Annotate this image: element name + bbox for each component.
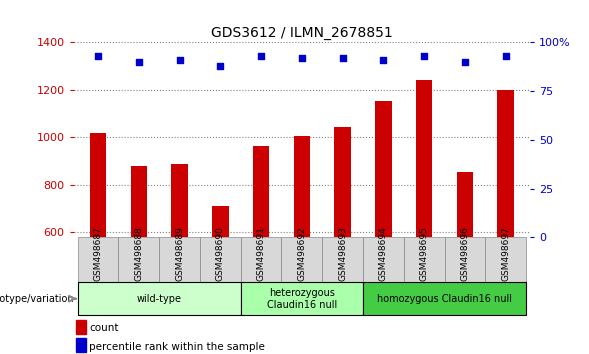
Text: GSM498694: GSM498694 (379, 226, 388, 281)
Bar (75, 338, 86, 353)
Bar (445, 237, 485, 282)
Text: GSM498690: GSM498690 (216, 226, 225, 281)
Point (134, 59, 144, 65)
Bar (212, 206, 229, 237)
Text: wild-type: wild-type (137, 294, 182, 304)
Text: homozygous Claudin16 null: homozygous Claudin16 null (377, 294, 512, 304)
Bar (403, 237, 445, 282)
Point (297, 55, 307, 61)
Text: GSM498696: GSM498696 (461, 226, 469, 281)
Bar (253, 146, 269, 237)
Text: GSM498692: GSM498692 (297, 226, 306, 281)
Text: GSM498691: GSM498691 (257, 226, 266, 281)
Text: GSM498693: GSM498693 (338, 226, 347, 281)
Bar (322, 237, 363, 282)
Text: GSM498697: GSM498697 (501, 226, 510, 281)
Bar (363, 282, 526, 315)
Bar (416, 80, 432, 237)
Bar (90, 133, 106, 237)
Bar (282, 237, 322, 282)
Text: genotype/variation: genotype/variation (0, 294, 74, 304)
Text: GSM498689: GSM498689 (175, 226, 184, 281)
Bar (131, 166, 147, 237)
Text: percentile rank within the sample: percentile rank within the sample (89, 342, 265, 352)
Point (501, 53, 510, 59)
Bar (456, 172, 473, 237)
Point (216, 63, 225, 69)
Bar (335, 127, 351, 237)
Text: GSM498688: GSM498688 (134, 226, 143, 281)
Text: GSM498695: GSM498695 (419, 226, 429, 281)
Point (419, 53, 429, 59)
Point (256, 53, 266, 59)
Bar (363, 237, 403, 282)
Bar (241, 237, 282, 282)
Bar (75, 320, 86, 334)
Bar (294, 136, 310, 237)
Bar (171, 164, 188, 237)
Point (338, 55, 348, 61)
Text: count: count (89, 323, 118, 333)
Bar (241, 282, 363, 315)
Point (175, 57, 184, 63)
Bar (375, 101, 392, 237)
Bar (118, 237, 159, 282)
Point (379, 57, 388, 63)
Title: GDS3612 / ILMN_2678851: GDS3612 / ILMN_2678851 (211, 26, 393, 40)
Text: heterozygous
Claudin16 null: heterozygous Claudin16 null (267, 288, 337, 309)
Bar (78, 282, 241, 315)
Bar (498, 90, 514, 237)
Text: GSM498687: GSM498687 (94, 226, 102, 281)
Bar (485, 237, 526, 282)
Point (94, 53, 103, 59)
Bar (200, 237, 241, 282)
Bar (78, 237, 118, 282)
Point (460, 59, 469, 65)
Bar (159, 237, 200, 282)
